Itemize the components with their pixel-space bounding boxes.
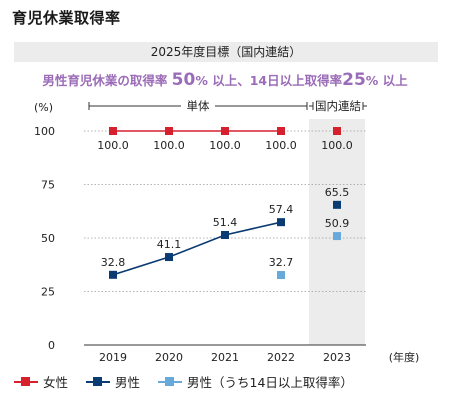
highlight-band <box>309 119 365 345</box>
x-tick-label: 2022 <box>267 351 295 364</box>
line-chart: 0 25 50 75 100 (%) 2019 2020 2021 2022 2023 (年度) 単体 国… <box>34 99 420 364</box>
y-axis-unit: (%) <box>34 101 53 114</box>
data-point <box>333 232 341 241</box>
data-label: 65.5 <box>325 186 350 199</box>
goal-text: 男性育児休業の取得率 50% 以上、14日以上取得率25% 以上 <box>0 70 450 90</box>
legend-label-male: 男性 <box>115 375 141 390</box>
data-point <box>277 127 285 135</box>
data-label: 41.1 <box>157 238 182 251</box>
data-label: 100.0 <box>209 139 241 152</box>
series-line-1 <box>112 221 282 276</box>
legend-swatch-male-14days <box>158 376 183 388</box>
y-tick-label: 0 <box>48 339 55 352</box>
bracket-label: 国内連結 <box>315 99 361 113</box>
y-tick-label: 50 <box>41 232 55 245</box>
data-label: 51.4 <box>213 216 238 229</box>
y-tick-label: 25 <box>41 286 55 299</box>
data-label: 100.0 <box>265 139 297 152</box>
page-title: 育児休業取得率 <box>12 9 121 27</box>
legend-item-male-14days: 男性（うち14日以上取得率） <box>158 372 353 391</box>
x-tick-label: 2019 <box>99 351 127 364</box>
legend-swatch-female <box>14 376 38 388</box>
data-label: 100.0 <box>97 139 129 152</box>
data-label: 57.4 <box>269 203 294 216</box>
data-label: 100.0 <box>321 139 353 152</box>
x-tick-label: 2021 <box>211 351 239 364</box>
data-label: 100.0 <box>153 139 185 152</box>
data-point <box>333 127 341 135</box>
goal-value-2: 25 <box>342 70 366 90</box>
legend-label-female: 女性 <box>43 375 69 390</box>
data-label: 50.9 <box>325 217 350 230</box>
x-axis-label: (年度) <box>389 350 420 364</box>
data-point <box>109 270 117 279</box>
goal-prefix: 男性育児休業の取得率 <box>42 73 172 88</box>
data-label: 32.8 <box>101 256 126 269</box>
y-tick-label: 75 <box>41 179 55 192</box>
x-tick-label: 2020 <box>155 351 183 364</box>
goal-suffix: % 以上 <box>365 73 408 88</box>
goal-mid: % 以上、14日以上取得率 <box>195 73 343 88</box>
legend-label-male-14days: 男性（うち14日以上取得率） <box>187 375 353 390</box>
legend-item-female: 女性 <box>14 372 68 391</box>
data-point <box>109 127 117 135</box>
data-point <box>333 200 341 209</box>
data-point <box>277 271 285 280</box>
data-point <box>165 253 173 262</box>
data-point <box>221 127 229 135</box>
target-banner: 2025年度目標（国内連結） <box>14 42 438 62</box>
y-tick-label: 100 <box>34 125 55 138</box>
legend-item-male: 男性 <box>86 372 140 391</box>
bracket-label: 単体 <box>187 99 210 113</box>
legend: 女性 男性 男性（うち14日以上取得率） <box>14 372 371 391</box>
data-point <box>277 218 285 227</box>
goal-value-1: 50 <box>171 70 196 90</box>
data-point <box>221 231 229 240</box>
x-tick-label: 2023 <box>323 351 351 364</box>
data-label: 32.7 <box>269 256 294 269</box>
data-point <box>165 127 173 135</box>
legend-swatch-male <box>86 376 111 388</box>
